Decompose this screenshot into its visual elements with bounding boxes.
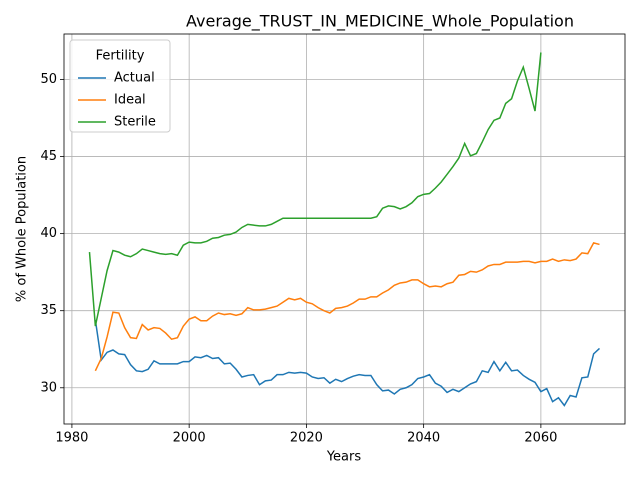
x-tick-label: 2040 xyxy=(407,431,440,446)
y-tick-label: 35 xyxy=(40,303,57,318)
legend-label: Sterile xyxy=(114,115,156,130)
y-axis-label: % of Whole Population xyxy=(15,156,30,302)
legend-label: Actual xyxy=(114,71,155,86)
chart-title: Average_TRUST_IN_MEDICINE_Whole_Populati… xyxy=(186,12,574,32)
y-tick-label: 50 xyxy=(40,72,57,87)
x-tick-label: 2060 xyxy=(524,431,557,446)
plot-frame xyxy=(63,33,626,425)
y-tick-label: 40 xyxy=(40,226,57,241)
x-axis-label: Years xyxy=(326,450,362,465)
y-tick-label: 30 xyxy=(40,380,57,395)
legend-label: Ideal xyxy=(114,93,146,108)
legend-box xyxy=(69,39,171,133)
y-tick-label: 45 xyxy=(40,149,57,164)
legend-title: Fertility xyxy=(96,49,145,64)
series-line xyxy=(94,319,601,407)
series-line xyxy=(88,52,542,327)
series-line xyxy=(94,241,600,372)
x-tick-label: 1980 xyxy=(55,431,88,446)
x-tick-label: 2020 xyxy=(290,431,323,446)
x-tick-label: 2000 xyxy=(173,431,206,446)
